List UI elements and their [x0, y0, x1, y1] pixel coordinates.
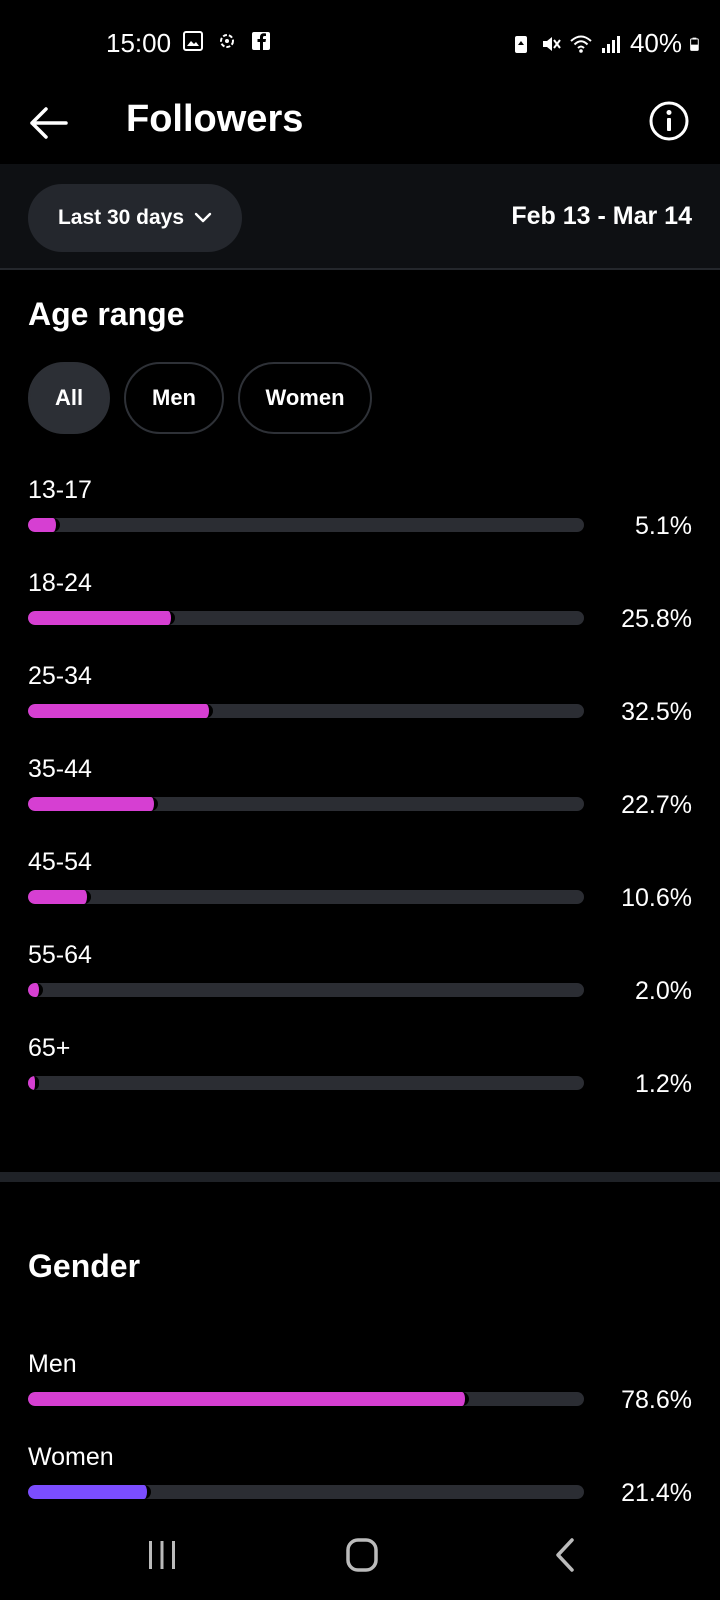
battery-icon [690, 37, 699, 51]
row-percent: 21.4% [621, 1479, 692, 1507]
progress-fill [28, 1076, 39, 1090]
list-item: 13-17 5.1% [0, 476, 720, 566]
progress-track [28, 704, 584, 718]
list-item: 55-64 2.0% [0, 941, 720, 1031]
date-range-dropdown-label: Last 30 days [57, 206, 185, 229]
system-nav-bar [0, 1510, 720, 1600]
row-percent: 78.6% [621, 1386, 692, 1414]
row-label: 65+ [28, 1034, 71, 1062]
gallery-icon [183, 31, 203, 51]
list-item: 35-44 22.7% [0, 755, 720, 845]
app-bar: Followers [0, 88, 720, 164]
list-item: 65+ 1.2% [0, 1034, 720, 1124]
tab-all[interactable]: All [28, 362, 110, 434]
row-label: Men [28, 1350, 77, 1378]
tab-men[interactable]: Men [124, 362, 224, 434]
sync-icon [220, 34, 234, 48]
date-range-dropdown[interactable]: Last 30 days [28, 184, 242, 252]
age-filter-tabs: All Men Women [28, 362, 372, 434]
chevron-down-icon [194, 212, 212, 223]
row-label: 25-34 [28, 662, 92, 690]
row-label: Women [28, 1443, 114, 1471]
date-range-text: Feb 13 - Mar 14 [511, 202, 692, 230]
list-item: 18-24 25.8% [0, 569, 720, 659]
progress-fill [28, 611, 176, 625]
progress-track [28, 1392, 584, 1406]
status-icons-left [182, 30, 272, 52]
recent-apps-icon[interactable] [132, 1532, 192, 1578]
row-label: 35-44 [28, 755, 92, 783]
back-arrow-icon[interactable] [26, 100, 72, 146]
progress-fill [28, 797, 159, 811]
age-range-title: Age range [28, 296, 185, 332]
tab-women[interactable]: Women [238, 362, 372, 434]
row-percent: 1.2% [635, 1070, 692, 1098]
progress-track [28, 983, 584, 997]
signal-icon [601, 35, 620, 53]
list-item: 25-34 32.5% [0, 662, 720, 752]
back-nav-icon[interactable] [536, 1532, 596, 1578]
list-item: Men 78.6% [0, 1350, 720, 1440]
progress-track [28, 1076, 584, 1090]
filter-bar: Last 30 days Feb 13 - Mar 14 [0, 164, 720, 270]
list-item: Women 21.4% [0, 1443, 720, 1533]
progress-fill [28, 890, 91, 904]
progress-fill [28, 983, 44, 997]
progress-track [28, 518, 584, 532]
row-percent: 22.7% [621, 791, 692, 819]
progress-track [28, 611, 584, 625]
progress-track [28, 797, 584, 811]
gender-title: Gender [28, 1248, 141, 1284]
facebook-icon [252, 32, 270, 50]
wifi-icon [570, 35, 592, 53]
status-time: 15:00 [106, 28, 172, 58]
row-percent: 10.6% [621, 884, 692, 912]
mute-icon [542, 36, 561, 51]
row-percent: 5.1% [635, 512, 692, 540]
progress-track [28, 1485, 584, 1499]
battery-percent: 40% [629, 28, 682, 58]
status-icons-right: 40% [510, 28, 704, 59]
row-percent: 32.5% [621, 698, 692, 726]
progress-fill [28, 1485, 151, 1499]
info-icon[interactable] [644, 96, 694, 146]
row-percent: 2.0% [635, 977, 692, 1005]
row-label: 45-54 [28, 848, 92, 876]
status-bar: 15:00 40% [0, 0, 720, 88]
section-divider [0, 1172, 720, 1182]
battery-saver-icon [514, 35, 527, 53]
home-icon[interactable] [332, 1532, 392, 1578]
row-label: 18-24 [28, 569, 92, 597]
list-item: 45-54 10.6% [0, 848, 720, 938]
row-percent: 25.8% [621, 605, 692, 633]
progress-track [28, 890, 584, 904]
progress-fill [28, 704, 213, 718]
page-title: Followers [126, 98, 304, 140]
progress-fill [28, 518, 61, 532]
row-label: 13-17 [28, 476, 92, 504]
row-label: 55-64 [28, 941, 92, 969]
progress-fill [28, 1392, 470, 1406]
